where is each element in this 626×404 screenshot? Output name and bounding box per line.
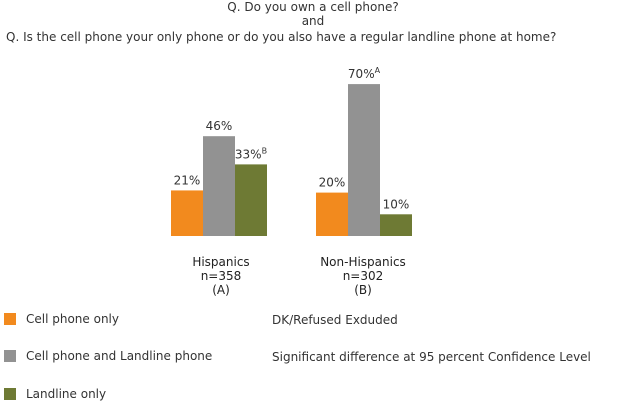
question-connector: and xyxy=(301,14,325,28)
data-label: 10% xyxy=(383,197,410,211)
bar-non-hispanics-cell-phone-and-landline-phone xyxy=(348,84,380,236)
bar-non-hispanics-cell-phone-only xyxy=(316,192,348,236)
legend-item-cell-only: Cell phone only xyxy=(4,311,119,327)
note-significance: Significant difference at 95 percent Con… xyxy=(272,350,591,364)
note-excluded: DK/Refused Exduded xyxy=(272,313,398,327)
bar-hispanics-cell-phone-and-landline-phone xyxy=(203,136,235,236)
data-label: 70%A xyxy=(348,66,381,81)
data-label: 46% xyxy=(206,119,233,133)
legend-label: Cell phone and Landline phone xyxy=(26,349,213,363)
bar-hispanics-landline-only xyxy=(235,164,267,236)
category-name: Hispanics xyxy=(192,255,250,269)
legend-label: Cell phone only xyxy=(26,312,119,326)
data-label: 20% xyxy=(319,176,346,190)
legend-item-landline-only: Landline only xyxy=(4,386,106,402)
significance-marker: B xyxy=(262,146,268,155)
data-label: 21% xyxy=(174,173,201,187)
category-label-hispanics: Hispanics n=358 (A) xyxy=(166,255,276,297)
question-2: Q. Is the cell phone your only phone or … xyxy=(6,30,557,44)
category-letter: (B) xyxy=(354,283,372,297)
category-sample-size: n=358 xyxy=(200,269,242,283)
category-letter: (A) xyxy=(212,283,230,297)
bar-non-hispanics-landline-only xyxy=(380,214,412,236)
question-1: Q. Do you own a cell phone? xyxy=(227,0,399,14)
legend-swatch xyxy=(4,388,16,400)
legend-swatch xyxy=(4,350,16,362)
significance-marker: A xyxy=(375,66,381,75)
legend-label: Landline only xyxy=(26,387,107,401)
category-name: Non-Hispanics xyxy=(320,255,406,269)
legend-swatch xyxy=(4,313,16,325)
bar-hispanics-cell-phone-only xyxy=(171,190,203,236)
category-sample-size: n=302 xyxy=(342,269,384,283)
category-label-non-hispanics: Non-Hispanics n=302 (B) xyxy=(303,255,423,297)
legend-item-cell-and-landline: Cell phone and Landline phone xyxy=(4,348,212,364)
data-label: 33%B xyxy=(235,146,267,161)
